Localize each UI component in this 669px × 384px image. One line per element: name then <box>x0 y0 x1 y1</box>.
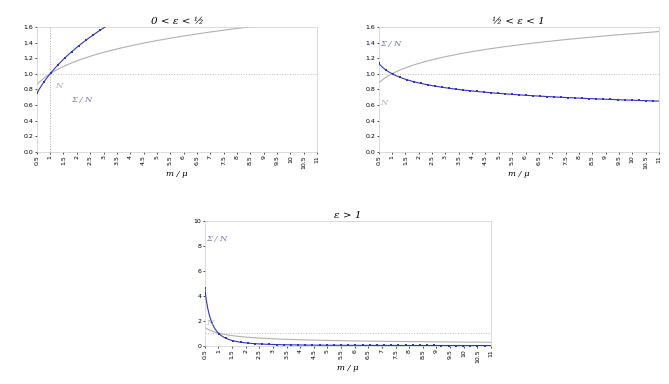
Title: 0 < ε < ½: 0 < ε < ½ <box>151 17 203 26</box>
Text: Σ / N: Σ / N <box>206 235 227 243</box>
Title: ½ < ε < 1: ½ < ε < 1 <box>492 17 545 26</box>
Text: N: N <box>206 319 213 327</box>
Text: Σ / N: Σ / N <box>72 96 93 104</box>
X-axis label: m / μ: m / μ <box>337 364 359 372</box>
X-axis label: m / μ: m / μ <box>166 170 188 178</box>
Text: N: N <box>380 99 387 108</box>
X-axis label: m / μ: m / μ <box>508 170 530 178</box>
Text: N: N <box>56 82 63 90</box>
Title: ε > 1: ε > 1 <box>334 211 362 220</box>
Text: Σ / N: Σ / N <box>380 40 401 48</box>
